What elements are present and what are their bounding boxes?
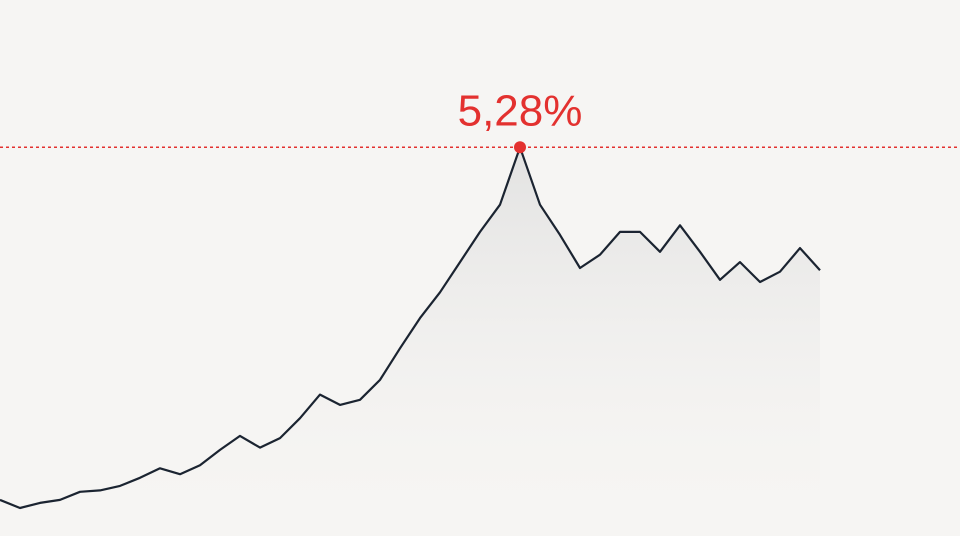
area [0, 147, 820, 509]
peak-marker [514, 141, 526, 154]
value-label: 5,28% [458, 86, 583, 135]
line [0, 146, 821, 510]
